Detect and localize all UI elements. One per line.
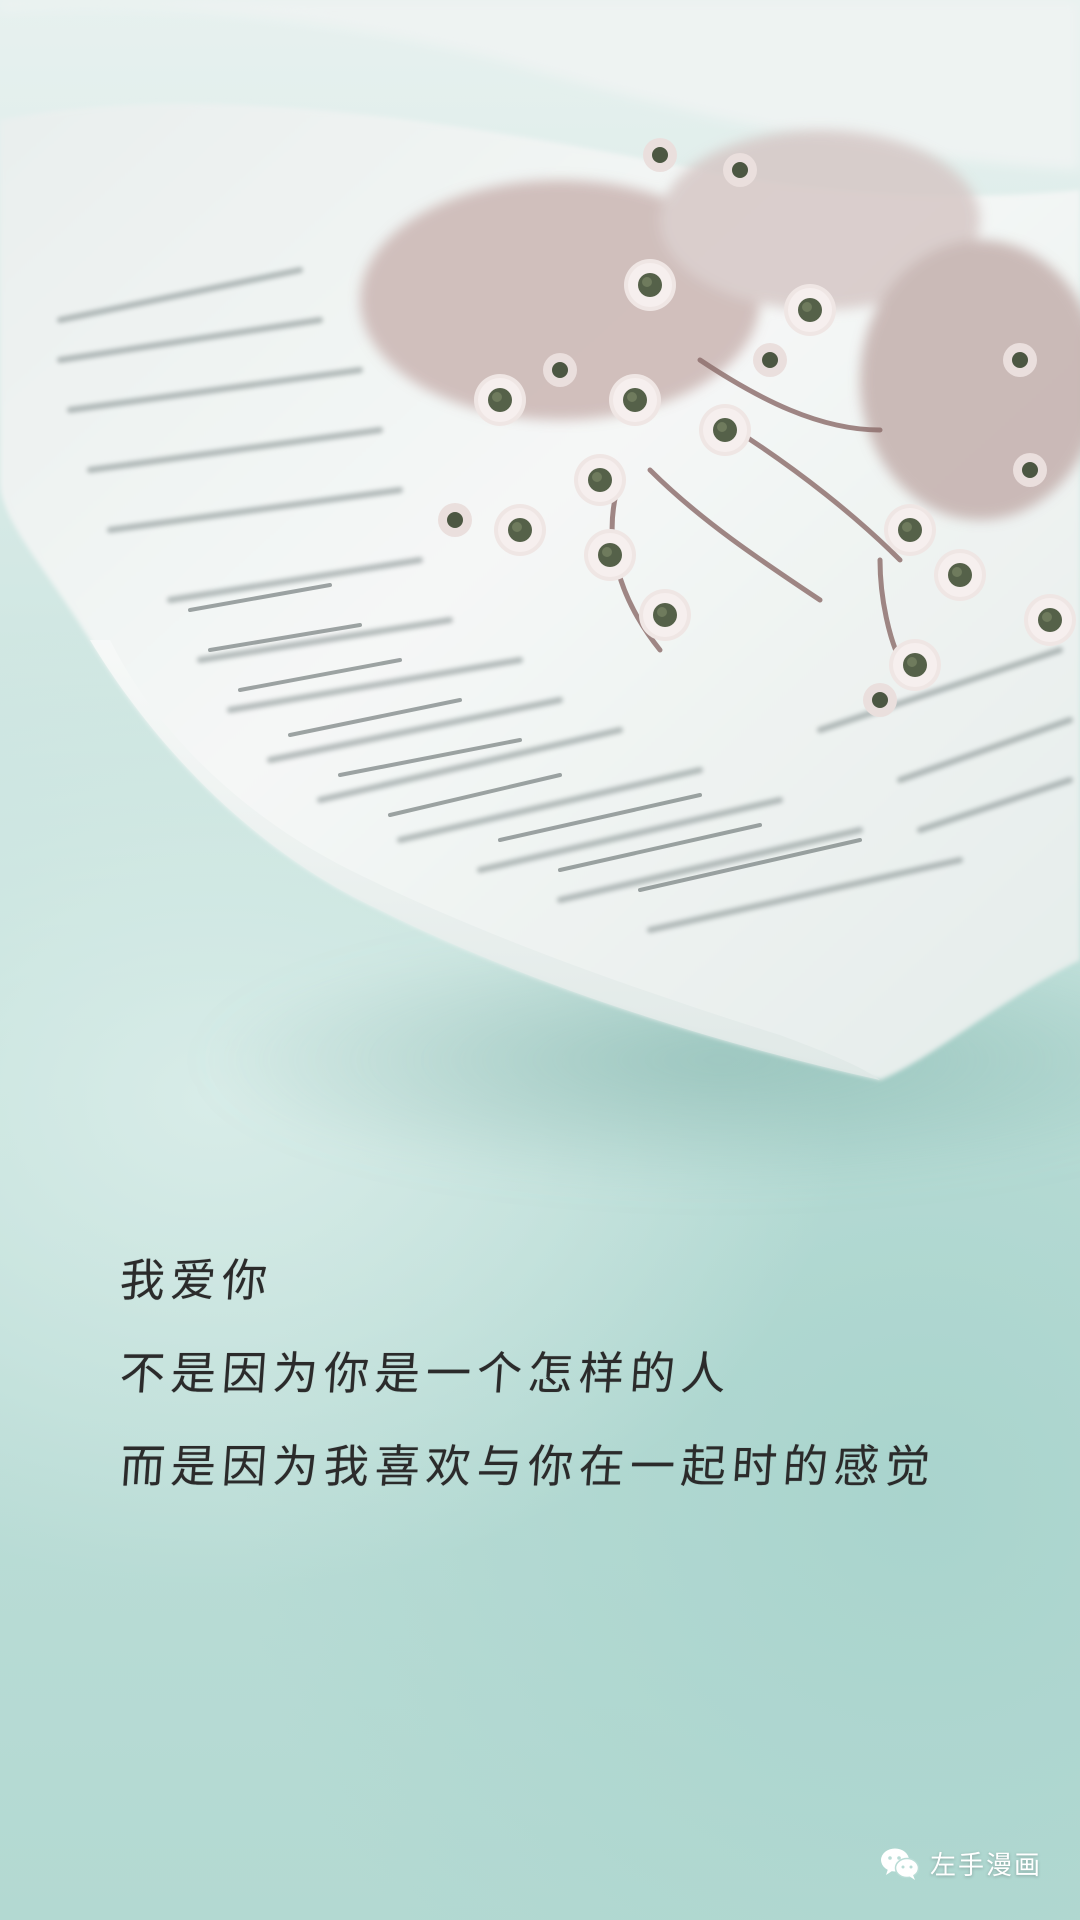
- quote-text: 我爱你 不是因为你是一个怎样的人 而是因为我喜欢与你在一起时的感觉: [118, 1254, 1020, 1537]
- watermark-text: 左手漫画: [929, 1851, 1042, 1881]
- quote-line-3: 而是因为我喜欢与你在一起时的感觉: [118, 1440, 938, 1493]
- watermark: 左手漫画: [880, 1845, 1042, 1882]
- quote-line-1: 我爱你: [118, 1254, 275, 1307]
- quote-line-2: 不是因为你是一个怎样的人: [118, 1347, 734, 1400]
- wechat-icon: [880, 1848, 920, 1880]
